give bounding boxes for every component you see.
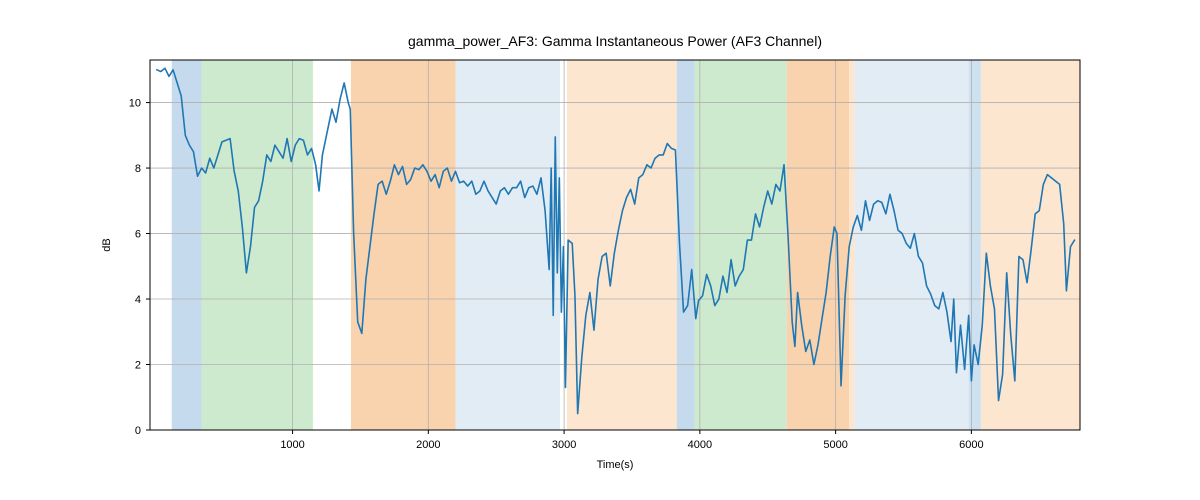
chart-container: 1000 2000 3000 4000 5000 6000 0 2 4 6 8 10 Time(s) dB… — [0, 0, 1200, 500]
x-tick-label: 1000 — [280, 439, 304, 451]
y-tick-label: 10 — [129, 98, 141, 110]
region-band — [567, 60, 677, 430]
region-band — [694, 60, 786, 430]
region-band — [455, 60, 560, 430]
chart-title: gamma_power_AF3: Gamma Instantaneous Pow… — [408, 33, 822, 49]
y-tick-label: 4 — [135, 294, 141, 306]
y-tick-label: 6 — [135, 229, 141, 241]
region-band — [787, 60, 849, 430]
x-axis-label: Time(s) — [597, 459, 634, 471]
region-band — [172, 60, 202, 430]
region-band — [351, 60, 456, 430]
region-band — [202, 60, 313, 430]
chart-svg: 1000 2000 3000 4000 5000 6000 0 2 4 6 8 10 Time(s) dB… — [0, 0, 1200, 500]
y-tick-label: 2 — [135, 360, 141, 372]
y-axis-label: dB — [101, 238, 113, 251]
y-tick-label: 0 — [135, 425, 141, 437]
x-tick-label: 5000 — [823, 439, 847, 451]
x-tick-label: 4000 — [688, 439, 712, 451]
plot-area — [150, 60, 1080, 430]
x-tick-label: 3000 — [552, 439, 576, 451]
x-tick-label: 6000 — [959, 439, 983, 451]
x-tick-label: 2000 — [416, 439, 440, 451]
y-tick-label: 8 — [135, 163, 141, 175]
